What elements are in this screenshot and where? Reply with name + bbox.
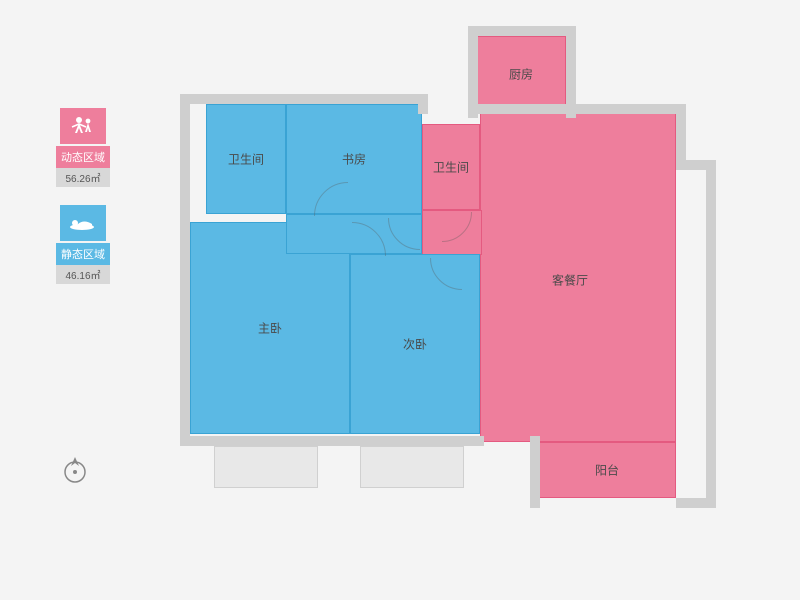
wall-4 xyxy=(468,26,478,118)
room-bath2 xyxy=(422,124,480,210)
wall-0 xyxy=(180,94,190,446)
legend-static-value: 46.16㎡ xyxy=(56,265,110,284)
wall-3 xyxy=(468,26,576,36)
people-icon xyxy=(60,108,106,144)
room-balcony xyxy=(538,442,676,498)
room-living_ext xyxy=(422,210,482,255)
room-study xyxy=(286,104,422,214)
wall-2 xyxy=(418,94,428,114)
room-corridor xyxy=(286,214,422,254)
legend-panel: 动态区域 56.26㎡ 静态区域 46.16㎡ xyxy=(54,108,112,302)
compass-icon xyxy=(60,455,90,485)
legend-static: 静态区域 46.16㎡ xyxy=(54,205,112,284)
wall-13 xyxy=(180,436,484,446)
balcony-gray-1 xyxy=(360,446,464,488)
wall-1 xyxy=(180,94,428,104)
sleep-icon xyxy=(60,205,106,241)
legend-dynamic-value: 56.26㎡ xyxy=(56,168,110,187)
room-second xyxy=(350,254,480,434)
legend-dynamic: 动态区域 56.26㎡ xyxy=(54,108,112,187)
room-kitchen xyxy=(476,36,566,112)
floorplan: 厨房卫生间客餐厅阳台卫生间书房主卧次卧 xyxy=(190,22,716,564)
wall-10 xyxy=(676,498,716,508)
legend-dynamic-label: 动态区域 xyxy=(56,146,110,168)
wall-9 xyxy=(706,160,716,508)
wall-12 xyxy=(530,436,540,508)
wall-6 xyxy=(478,104,682,114)
room-bath1 xyxy=(206,104,286,214)
balcony-gray-0 xyxy=(214,446,318,488)
room-living xyxy=(480,112,676,442)
legend-static-label: 静态区域 xyxy=(56,243,110,265)
